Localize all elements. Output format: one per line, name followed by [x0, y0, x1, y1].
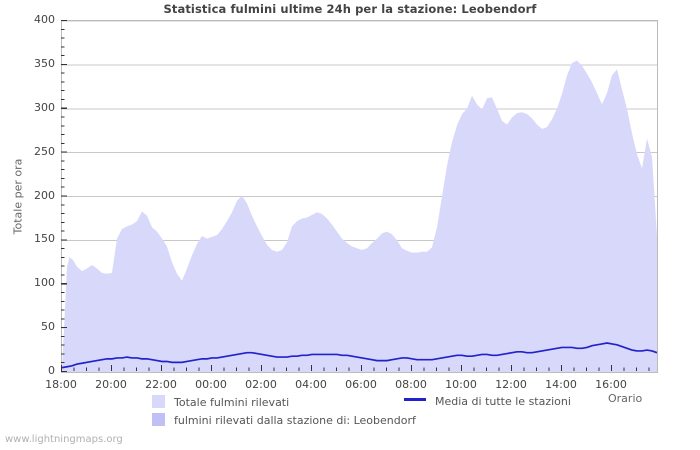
- legend-item-average[interactable]: Media di tutte le stazioni: [404, 395, 571, 408]
- x-tick-label: 06:00: [345, 378, 377, 391]
- x-tick-label: 04:00: [295, 378, 327, 391]
- y-tick-label: 0: [48, 364, 55, 377]
- x-axis-title: Orario: [608, 392, 643, 405]
- y-tick-label: 300: [34, 100, 55, 114]
- y-tick-label: 150: [34, 232, 55, 246]
- legend-swatch-total: [152, 395, 165, 408]
- y-tick-label: 250: [34, 144, 55, 158]
- y-tick-label: 350: [34, 56, 55, 70]
- legend-label-average: Media di tutte le stazioni: [435, 395, 571, 408]
- legend-label-station: fulmini rilevati dalla stazione di: Leob…: [174, 414, 416, 427]
- x-tick-label: 18:00: [45, 378, 77, 391]
- legend-item-total[interactable]: Totale fulmini rilevati: [152, 395, 289, 409]
- x-tick-label: 22:00: [145, 378, 177, 391]
- y-tick-label: 100: [34, 276, 55, 290]
- legend-item-station[interactable]: fulmini rilevati dalla stazione di: Leob…: [152, 413, 416, 427]
- chart-legend: Totale fulmini rilevati fulmini rilevati…: [0, 393, 700, 433]
- y-tick-label: 400: [34, 13, 55, 26]
- plot-svg: [62, 21, 657, 372]
- legend-swatch-station: [152, 413, 165, 426]
- x-axis-tick-labels: 18:00 20:00 22:00 00:00 02:00 04:00 06:00 08:00…: [0, 376, 700, 396]
- legend-label-total: Totale fulmini rilevati: [174, 396, 290, 409]
- x-tick-label: 08:00: [395, 378, 427, 391]
- y-tick-label: 50: [41, 320, 55, 334]
- y-axis-tick-labels: 0 50 100 150 200 250 300 350 400: [0, 0, 55, 377]
- plot-area: [61, 20, 658, 373]
- legend-line-average: [404, 398, 426, 401]
- x-tick-label: 02:00: [245, 378, 277, 391]
- x-tick-label: 16:00: [595, 378, 627, 391]
- x-tick-label: 12:00: [495, 378, 527, 391]
- watermark: www.lightningmaps.org: [5, 434, 123, 445]
- x-tick-label: 10:00: [445, 378, 477, 391]
- x-tick-label: 14:00: [545, 378, 577, 391]
- chart-title: Statistica fulmini ultime 24h per la sta…: [163, 2, 537, 16]
- x-tick-label: 20:00: [95, 378, 127, 391]
- y-tick-label: 200: [34, 188, 55, 202]
- x-tick-label: 00:00: [195, 378, 227, 391]
